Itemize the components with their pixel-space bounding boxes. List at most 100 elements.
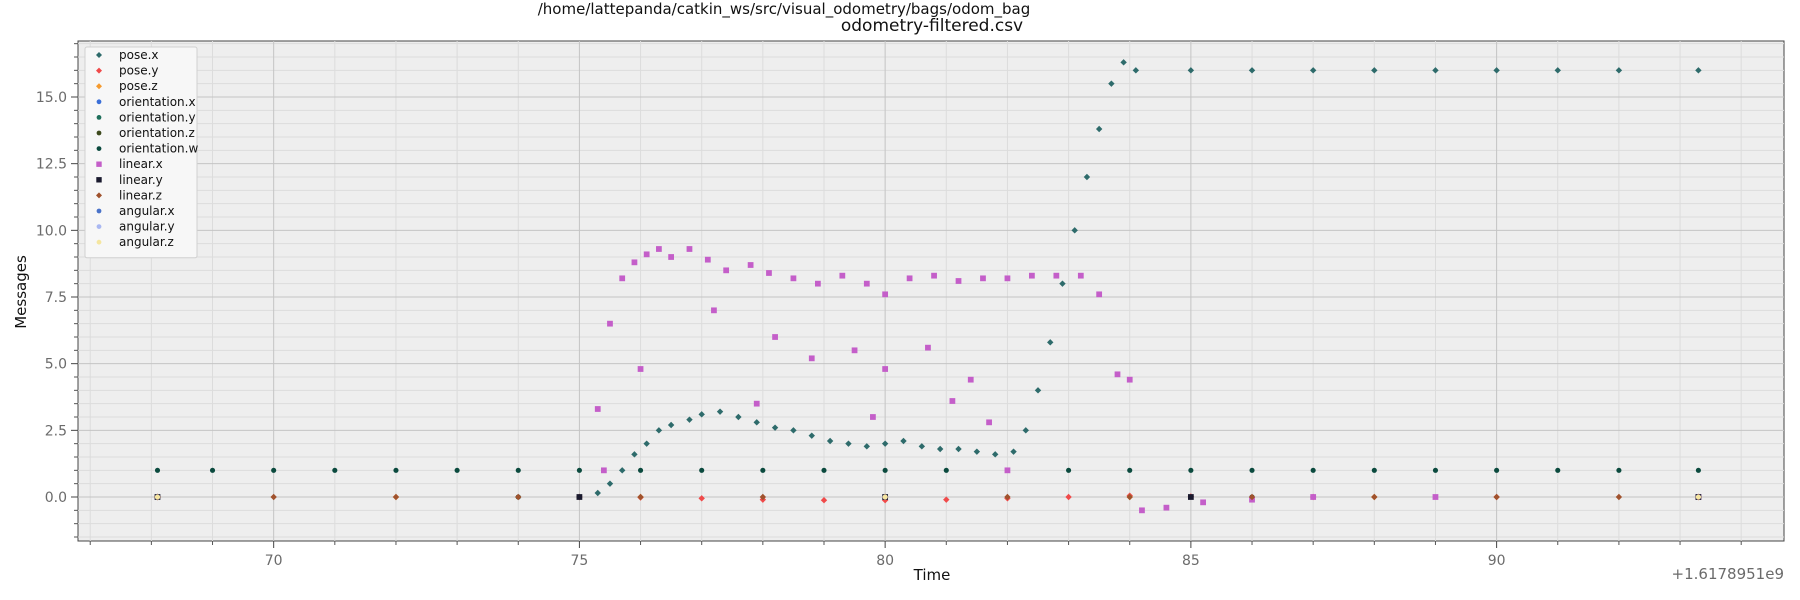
pose-x-point <box>1493 67 1500 74</box>
legend-label: angular.x <box>119 204 175 218</box>
pose-x-point <box>900 437 907 445</box>
orientation-w-point <box>699 467 705 473</box>
pose-x-point <box>1248 67 1256 74</box>
orientation-w-point <box>454 467 460 473</box>
orientation-w-point <box>637 467 644 473</box>
legend-label: orientation.y <box>119 110 196 124</box>
linear-x-point <box>839 272 846 279</box>
legend-label: orientation.w <box>119 142 198 156</box>
y-tick-label: 2.5 <box>45 423 67 439</box>
linear-z-point <box>515 493 522 501</box>
linear-x-point <box>949 398 956 404</box>
linear-x-point <box>753 400 760 407</box>
pose-x-point <box>1187 67 1195 74</box>
y-tick-label: 10.0 <box>36 223 67 239</box>
orientation-w-point <box>1249 467 1255 473</box>
legend-label: pose.x <box>119 48 159 62</box>
pose-x-point <box>716 408 724 415</box>
y-tick-label: 0.0 <box>45 490 67 506</box>
linear-x-point <box>704 256 711 263</box>
pose-x-point <box>881 440 889 447</box>
linear-x-point <box>619 275 626 282</box>
pose-x-point <box>606 480 614 487</box>
linear-x-point <box>1004 275 1011 282</box>
orientation-w-point <box>209 467 216 473</box>
linear-x-point <box>851 347 858 354</box>
orientation-w-point <box>1432 467 1439 473</box>
linear-x-point <box>882 291 889 298</box>
x-tick-label: 70 <box>265 553 283 569</box>
orientation-w-point <box>515 467 521 473</box>
orientation-w-point <box>1494 467 1500 473</box>
legend-label: orientation.x <box>119 95 196 109</box>
pose-x-point <box>992 451 999 458</box>
pose-x-point <box>594 489 601 497</box>
pose-x-point <box>667 421 675 429</box>
orientation-w-point <box>154 467 161 473</box>
pose-x-point <box>1309 67 1317 74</box>
pose-x-point <box>918 443 926 450</box>
linear-z-point <box>270 493 277 501</box>
data-points <box>154 59 1702 514</box>
orientation-w-point <box>271 467 277 473</box>
linear-x-point <box>1126 376 1133 383</box>
x-offset-label: +1.6178951e9 <box>1672 565 1784 583</box>
legend-label: angular.y <box>119 220 175 234</box>
linear-x-point <box>1200 499 1206 506</box>
pose-x-point <box>1120 59 1127 66</box>
y-tick-label: 15.0 <box>36 90 67 106</box>
pose-x-point <box>1047 339 1054 346</box>
orientation-w-point <box>821 467 827 473</box>
orientation-w-point <box>760 467 766 473</box>
orientation-w-point <box>1695 467 1701 473</box>
linear-x-point <box>637 366 644 372</box>
linear-x-point <box>1163 504 1170 511</box>
axis-ticks: 70 75 80 85 90 0.0 2.5 5.0 7.5 10.0 12.5 15.0 <box>36 43 1742 569</box>
linear-x-point <box>1139 507 1145 514</box>
pose-x-point <box>863 443 870 450</box>
angular-z-point <box>1695 494 1701 500</box>
pose-x-point <box>1615 67 1623 74</box>
pose-x-point <box>955 445 962 453</box>
chart-title: /home/lattepanda/catkin_ws/src/visual_od… <box>538 0 1031 19</box>
y-axis-label: Messages <box>12 255 30 329</box>
linear-z-point <box>1493 493 1500 501</box>
legend-box <box>84 46 198 259</box>
pose-x-point <box>655 427 663 434</box>
legend-label: linear.y <box>119 173 163 187</box>
linear-x-point <box>980 275 986 282</box>
orientation-w-point <box>1127 467 1133 473</box>
orientation-w-point <box>1371 467 1377 473</box>
linear-x-point <box>1114 371 1121 378</box>
linear-z-point <box>1615 493 1623 501</box>
linear-z-point <box>1126 493 1133 501</box>
y-tick-label: 5.0 <box>45 357 67 373</box>
orientation-w-point <box>1066 467 1072 473</box>
orientation-w-point <box>1310 467 1316 473</box>
pose-x-point <box>1010 448 1017 455</box>
pose-x-point <box>1083 173 1091 181</box>
pose-y-point <box>820 497 828 504</box>
pose-x-point <box>1095 125 1103 133</box>
legend-marker <box>96 52 102 58</box>
pose-x-point <box>735 413 742 421</box>
legend-label: angular.z <box>119 235 174 249</box>
pose-x-point <box>1022 427 1029 434</box>
grid <box>78 41 1784 541</box>
linear-x-point <box>711 307 717 314</box>
linear-x-point <box>808 355 815 362</box>
legend-marker <box>96 177 102 183</box>
legend-marker <box>96 161 102 167</box>
legend-marker <box>96 130 102 136</box>
orientation-w-point <box>943 467 949 473</box>
legend-marker <box>96 67 102 74</box>
pose-x-point <box>643 440 650 447</box>
linear-x-point <box>925 344 931 351</box>
legend-label: pose.y <box>119 64 159 78</box>
pose-x-point <box>771 424 779 431</box>
legend-marker <box>96 239 102 245</box>
pose-x-point <box>1108 80 1115 87</box>
pose-x-point <box>808 432 815 439</box>
legend-label: pose.z <box>119 79 158 93</box>
